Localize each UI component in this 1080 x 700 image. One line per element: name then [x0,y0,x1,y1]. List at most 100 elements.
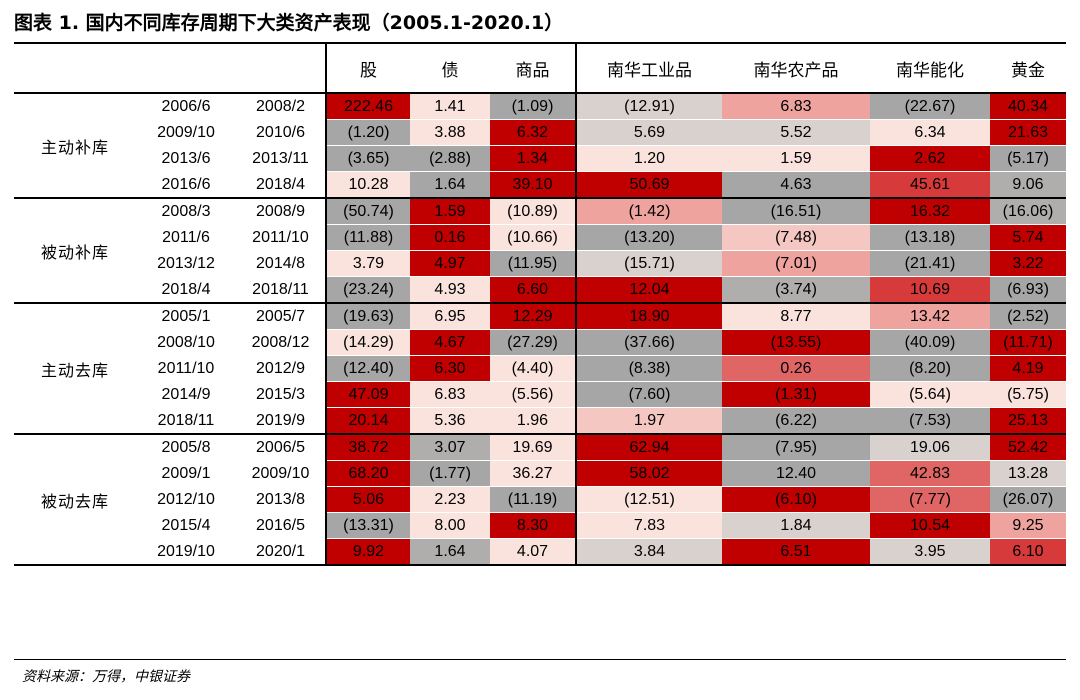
value-cell-gold: (5.17) [990,145,1066,172]
table-row: 2011/10 2012/9 (12.40) 6.30 (4.40) (8.38) 0.26… [14,355,1066,382]
col-header-nanhua-industrial: 南华工业品 [575,44,722,94]
value-cell-commodity: 19.69 [490,434,576,461]
value-cell-gold: 3.22 [990,250,1066,277]
col-header-commodity: 商品 [490,44,576,94]
period-start: 2009/10 [136,119,236,146]
value-cell-bond: 4.93 [410,276,490,304]
period-start: 2009/1 [136,460,236,487]
value-cell-gold: 9.06 [990,171,1066,199]
value-cell-commodity: 1.34 [490,145,576,172]
value-cell-gold: 52.42 [990,434,1066,461]
value-cell-bond: 6.95 [410,303,490,330]
value-cell-nanhua-energy-chem: (22.67) [870,93,990,120]
value-cell-nanhua-industrial: 58.02 [575,460,722,487]
value-cell-nanhua-agri: 1.59 [722,145,870,172]
value-cell-stock: 20.14 [325,407,410,435]
period-start: 2015/4 [136,512,236,539]
value-cell-commodity: 39.10 [490,171,576,199]
value-cell-nanhua-industrial: 12.04 [575,276,722,304]
value-cell-gold: (16.06) [990,198,1066,225]
table-row: 2018/4 2018/11 (23.24) 4.93 6.60 12.04 (3.74) 1… [14,276,1066,304]
table-row: 2019/10 2020/1 9.92 1.64 4.07 3.84 6.51 3.95 6.1… [14,538,1066,566]
value-cell-bond: 6.83 [410,381,490,408]
period-start: 2014/9 [136,381,236,408]
value-cell-nanhua-industrial: 50.69 [575,171,722,199]
category-label: 被动补库 [14,198,136,304]
value-cell-commodity: 8.30 [490,512,576,539]
value-cell-gold: (5.75) [990,381,1066,408]
period-end: 2006/5 [236,434,326,461]
value-cell-nanhua-energy-chem: 6.34 [870,119,990,146]
value-cell-stock: (1.20) [325,119,410,146]
value-cell-nanhua-agri: 12.40 [722,460,870,487]
value-cell-bond: 3.88 [410,119,490,146]
header-row: 股 债 商品 南华工业品 南华农产品 南华能化 黄金 [14,44,1066,94]
period-end: 2008/2 [236,93,326,120]
period-end: 2016/5 [236,512,326,539]
value-cell-stock: 38.72 [325,434,410,461]
value-cell-commodity: 6.32 [490,119,576,146]
value-cell-gold: 5.74 [990,224,1066,251]
value-cell-commodity: 36.27 [490,460,576,487]
footer-rule [14,659,1066,660]
value-cell-stock: 3.79 [325,250,410,277]
value-cell-nanhua-energy-chem: (21.41) [870,250,990,277]
value-cell-nanhua-industrial: 1.20 [575,145,722,172]
value-cell-commodity: (11.95) [490,250,576,277]
value-cell-nanhua-energy-chem: (7.53) [870,407,990,435]
value-cell-nanhua-agri: (3.74) [722,276,870,304]
table-row: 2008/10 2008/12 (14.29) 4.67 (27.29) (37.66)(… [14,329,1066,356]
table-row: 2018/11 2019/9 20.14 5.36 1.96 1.97 (6.22) (7.5… [14,407,1066,435]
col-header-nanhua-agri: 南华农产品 [722,44,870,94]
asset-performance-table: 股 债 商品 南华工业品 南华农产品 南华能化 黄金 主动补库 2006/6 200… [14,44,1066,566]
value-cell-gold: 25.13 [990,407,1066,435]
period-start: 2011/10 [136,355,236,382]
value-cell-nanhua-agri: 6.51 [722,538,870,566]
period-start: 2012/10 [136,486,236,513]
value-cell-nanhua-industrial: 1.97 [575,407,722,435]
table-row: 主动去库 2005/1 2005/7 (19.63) 6.95 12.29 18.90 8.7… [14,303,1066,435]
value-cell-nanhua-industrial: (13.20) [575,224,722,251]
figure-title: 图表 1. 国内不同库存周期下大类资产表现（2005.1-2020.1） [14,12,564,34]
value-cell-nanhua-energy-chem: 13.42 [870,303,990,330]
value-cell-nanhua-agri: 1.84 [722,512,870,539]
value-cell-bond: 1.59 [410,198,490,225]
period-end: 2009/10 [236,460,326,487]
table-row: 2011/6 2011/10 (11.88) 0.16 (10.66) (13.20) (7… [14,224,1066,251]
table-row: 被动去库 2005/8 2006/5 38.72 3.07 19.69 62.94 (7.95… [14,434,1066,566]
table-row: 2009/1 2009/10 68.20 (1.77) 36.27 58.02 12.40 4… [14,460,1066,487]
value-cell-nanhua-agri: 6.83 [722,93,870,120]
value-cell-bond: 2.23 [410,486,490,513]
period-end: 2020/1 [236,538,326,566]
value-cell-commodity: (5.56) [490,381,576,408]
value-cell-nanhua-industrial: (37.66) [575,329,722,356]
value-cell-nanhua-agri: (1.31) [722,381,870,408]
table-row: 2013/6 2013/11 (3.65) (2.88) 1.34 1.20 1.59 2.6… [14,145,1066,172]
value-cell-stock: 9.92 [325,538,410,566]
value-cell-stock: 68.20 [325,460,410,487]
value-cell-nanhua-agri: (16.51) [722,198,870,225]
value-cell-nanhua-agri: 0.26 [722,355,870,382]
value-cell-nanhua-energy-chem: 2.62 [870,145,990,172]
value-cell-gold: 9.25 [990,512,1066,539]
period-start: 2018/11 [136,407,236,435]
value-cell-commodity: 1.96 [490,407,576,435]
value-cell-bond: (2.88) [410,145,490,172]
value-cell-bond: 1.64 [410,171,490,199]
value-cell-nanhua-industrial: (15.71) [575,250,722,277]
value-cell-bond: 1.64 [410,538,490,566]
value-cell-nanhua-energy-chem: 16.32 [870,198,990,225]
period-end: 2018/11 [236,276,326,304]
value-cell-bond: 5.36 [410,407,490,435]
value-cell-nanhua-industrial: (8.38) [575,355,722,382]
category-label: 被动去库 [14,434,136,566]
value-cell-nanhua-industrial: (1.42) [575,198,722,225]
value-cell-nanhua-energy-chem: (13.18) [870,224,990,251]
value-cell-nanhua-industrial: (12.91) [575,93,722,120]
value-cell-stock: (50.74) [325,198,410,225]
value-cell-commodity: (27.29) [490,329,576,356]
period-end: 2012/9 [236,355,326,382]
value-cell-gold: 13.28 [990,460,1066,487]
period-end: 2013/11 [236,145,326,172]
value-cell-nanhua-agri: (7.48) [722,224,870,251]
